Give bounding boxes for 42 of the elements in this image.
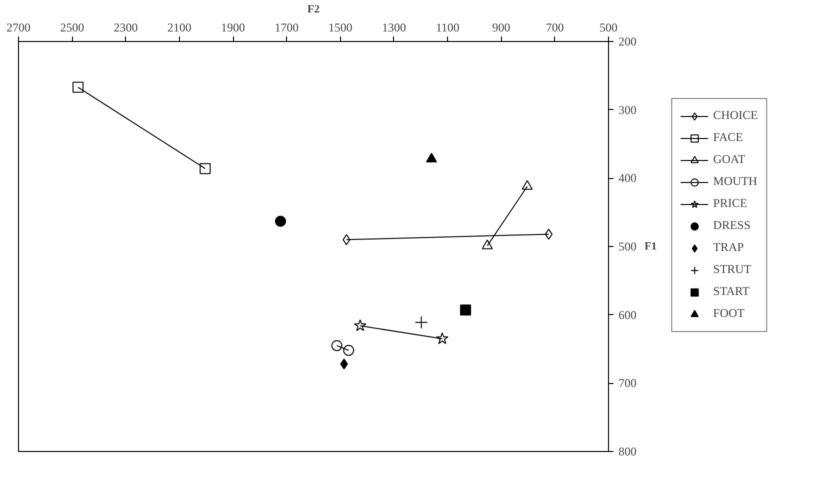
y-axis-title: F1 (644, 240, 657, 252)
point (544, 228, 553, 240)
point (343, 344, 354, 356)
y-tick-label: 700 (618, 376, 636, 390)
x-tick-label: 500 (600, 20, 618, 34)
x-tick-label: 1500 (328, 20, 352, 34)
y-tick-label: 800 (618, 444, 636, 458)
legend-label: FOOT (713, 305, 745, 322)
point (72, 82, 84, 93)
legend-label: FACE (713, 129, 743, 146)
point (200, 163, 211, 174)
x-tick-label: 1300 (382, 20, 406, 34)
y-tick-label: 400 (618, 171, 636, 186)
point (354, 319, 366, 332)
x-tick-label: 2500 (60, 20, 84, 34)
legend-label: STRUT (713, 261, 752, 278)
x-axis-title: F2 (307, 4, 320, 16)
legend-label: PRICE (713, 195, 748, 212)
x-tick-label: 900 (492, 20, 510, 34)
legend-label: CHOICE (713, 107, 758, 124)
point (331, 340, 342, 352)
x-tick-label: 1900 (221, 20, 246, 34)
x-tick-label: 1100 (436, 20, 460, 34)
y-tick-label: 300 (618, 102, 636, 117)
legend-label: GOAT (713, 151, 746, 168)
legend-label: MOUTH (713, 173, 758, 190)
point (460, 304, 472, 316)
point (275, 216, 286, 227)
point (414, 316, 428, 329)
legend-label: DRESS (713, 217, 751, 234)
x-tick-label: 700 (546, 20, 564, 34)
y-tick-label: 600 (618, 308, 636, 322)
x-tick-label: 2100 (167, 20, 192, 34)
x-tick-label: 2700 (6, 20, 30, 34)
y-tick-label: 200 (618, 34, 636, 48)
legend-label: START (713, 283, 750, 300)
point (436, 332, 448, 344)
x-tick-label: 2300 (114, 20, 138, 34)
point (426, 152, 437, 162)
legend-label: TRAP (713, 239, 744, 256)
y-tick-label: 500 (618, 240, 636, 254)
x-tick-label: 1700 (274, 20, 299, 34)
